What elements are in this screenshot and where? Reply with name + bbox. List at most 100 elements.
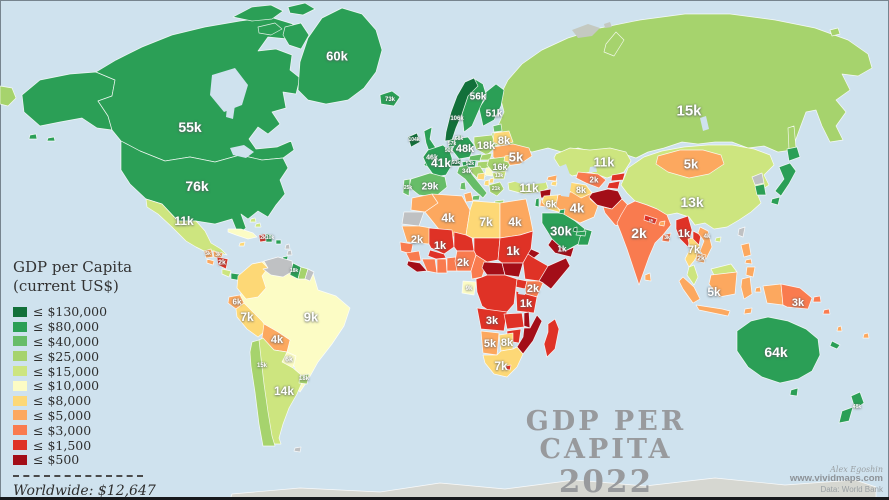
- country-el-salvador: [206, 258, 215, 266]
- country-finland: [478, 83, 505, 127]
- legend-swatch: [13, 380, 27, 391]
- country-australia: [736, 316, 821, 384]
- country-fiji: [862, 332, 870, 339]
- country-georgia: [546, 174, 558, 182]
- country-mozambique: [516, 314, 543, 355]
- country-moldova: [503, 154, 511, 163]
- country-tajikistan: [606, 180, 621, 190]
- country-russia: [496, 13, 873, 159]
- map-title-line1: GDP PER CAPITA: [525, 406, 687, 466]
- country-russia-novaya-zemlya: [603, 31, 625, 57]
- lake-victoria: [518, 288, 526, 295]
- country-cambodia: [695, 252, 707, 264]
- legend-worldwide: Worldwide: $12,647: [13, 483, 156, 500]
- hudson-bay: [210, 68, 248, 112]
- country-hainan: [714, 236, 722, 243]
- country-new-zealand-south: [838, 406, 854, 424]
- legend-items: ≤ $130,000 ≤ $80,000 ≤ $40,000 ≤ $25,000 ≤ $…: [13, 304, 173, 467]
- country-kuwait: [558, 208, 566, 215]
- legend-label: ≤ $5,000: [33, 407, 92, 423]
- country-canada: [95, 16, 301, 163]
- legend-title: GDP per Capita (current US$): [13, 258, 173, 296]
- legend-label: ≤ $8,000: [33, 393, 92, 409]
- legend-item: ≤ $25,000: [13, 349, 173, 364]
- legend-item: ≤ $3,000: [13, 423, 173, 438]
- bottom-border: [0, 497, 889, 500]
- country-mongolia: [655, 149, 725, 179]
- country-arctic-island-2: [287, 2, 316, 16]
- legend-swatch: [13, 321, 27, 332]
- country-nepal: [643, 214, 658, 225]
- country-bahamas-2: [254, 222, 262, 228]
- attribution-source: Data: World Bank: [820, 484, 883, 494]
- country-indonesia-maluku: [754, 286, 762, 293]
- country-malawi: [523, 311, 531, 329]
- country-philippines-visayas: [744, 258, 753, 265]
- country-arctic-island-3: [257, 22, 283, 36]
- legend-item: ≤ $500: [13, 452, 173, 467]
- country-somalia: [538, 257, 571, 290]
- legend-swatch: [13, 410, 27, 421]
- country-france: [422, 144, 453, 178]
- legend-title-line2: (current US$): [13, 276, 119, 295]
- country-falkland-islands: [293, 446, 302, 453]
- legend-label: ≤ $1,500: [33, 437, 92, 453]
- country-svalbard-east: [604, 22, 612, 28]
- country-zambia: [503, 312, 525, 330]
- country-taiwan: [737, 226, 746, 238]
- country-dr-congo: [475, 274, 518, 315]
- country-germany: [451, 136, 475, 160]
- legend-divider: [13, 475, 143, 478]
- country-indonesia-west-papua: [762, 283, 784, 306]
- country-estonia: [492, 123, 503, 133]
- legend: GDP per Capita (current US$) ≤ $130,000 ≤…: [13, 258, 173, 499]
- country-vanuatu: [836, 325, 843, 332]
- legend-label: ≤ $25,000: [33, 348, 100, 364]
- country-north-macedonia: [488, 177, 495, 184]
- country-indonesia-borneo: [708, 271, 738, 298]
- country-namibia: [480, 330, 500, 356]
- legend-label: ≤ $130,000: [33, 304, 108, 320]
- attribution: Alex Egoshin www.vividmaps.com Data: Wor…: [790, 465, 883, 494]
- country-svalbard: [572, 24, 600, 38]
- country-japan-kyushu: [770, 196, 781, 206]
- attribution-site: www.vividmaps.com: [789, 472, 883, 484]
- country-timor: [743, 307, 753, 315]
- legend-swatch: [13, 425, 27, 436]
- country-indonesia-java: [695, 304, 731, 317]
- country-russia-chukotka-wrap: [0, 85, 17, 107]
- legend-item: ≤ $8,000: [13, 393, 173, 408]
- country-puerto-rico: [275, 239, 282, 245]
- country-qatar: [572, 226, 578, 233]
- country-mali: [428, 227, 455, 255]
- country-tunisia: [463, 191, 474, 203]
- country-bahamas-1: [249, 217, 257, 223]
- country-madagascar: [543, 318, 560, 358]
- caspian-sea: [556, 164, 572, 197]
- country-lesser-antilles-2: [286, 249, 293, 256]
- country-uae: [575, 230, 587, 237]
- legend-label: ≤ $15,000: [33, 363, 100, 379]
- country-solomon-islands: [822, 308, 831, 315]
- james-bay: [226, 105, 235, 119]
- country-new-zealand-north: [850, 391, 865, 410]
- map-title: GDP PER CAPITA 2022: [465, 406, 748, 498]
- country-lesotho: [504, 364, 512, 371]
- country-sri-lanka: [644, 272, 652, 282]
- legend-swatch: [13, 366, 27, 377]
- country-aleutians-1: [28, 133, 38, 140]
- country-russia-wrangel: [829, 27, 841, 37]
- legend-item: ≤ $5,000: [13, 408, 173, 423]
- legend-label: ≤ $500: [33, 452, 80, 468]
- country-portugal: [402, 178, 411, 197]
- country-mauritania: [401, 225, 432, 245]
- country-arctic-island-1: [232, 4, 284, 22]
- legend-swatch: [13, 454, 27, 465]
- country-papua-new-guinea: [780, 283, 813, 310]
- country-central-african-republic: [481, 261, 506, 276]
- country-uzbekistan: [575, 171, 607, 189]
- country-guinea: [405, 250, 422, 262]
- country-indonesia-sumatra: [678, 276, 701, 304]
